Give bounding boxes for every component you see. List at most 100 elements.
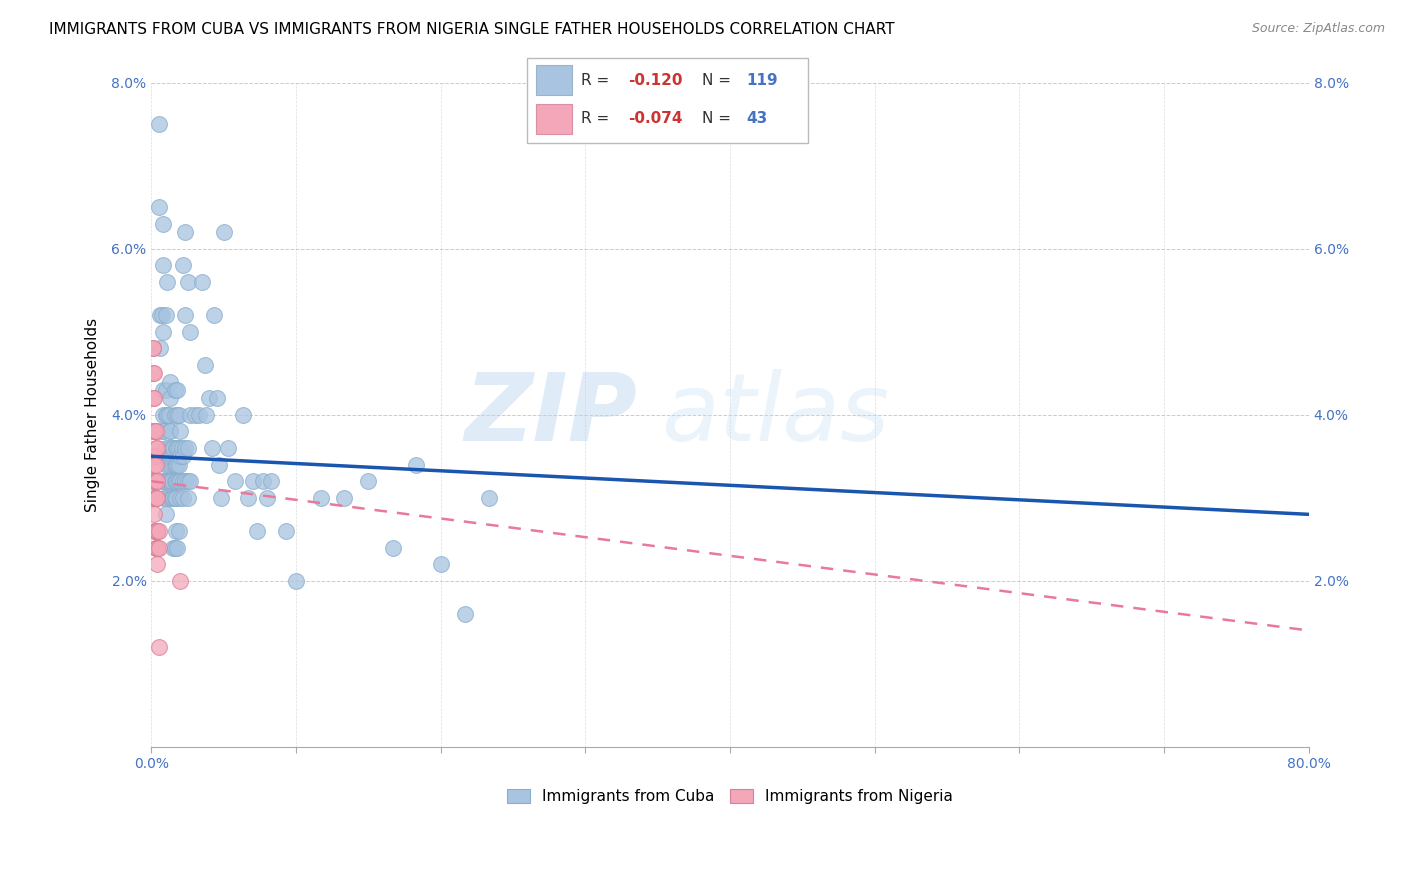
Point	[159, 425, 181, 439]
Text: N =: N =	[702, 72, 735, 87]
Point	[202, 308, 225, 322]
Point	[477, 491, 499, 505]
Point	[146, 441, 169, 455]
Point	[143, 425, 166, 439]
Point	[148, 541, 170, 555]
Point	[152, 383, 174, 397]
Point	[145, 491, 167, 505]
Point	[429, 557, 451, 571]
Point	[242, 474, 264, 488]
Point	[179, 325, 201, 339]
Point	[256, 491, 278, 505]
Point	[163, 541, 186, 555]
Point	[152, 259, 174, 273]
Point	[165, 491, 187, 505]
Point	[357, 474, 380, 488]
Point	[143, 367, 166, 381]
Point	[143, 491, 166, 505]
Point	[173, 474, 195, 488]
Point	[157, 474, 180, 488]
Point	[159, 474, 181, 488]
Text: -0.120: -0.120	[628, 72, 683, 87]
Point	[285, 574, 308, 588]
Point	[166, 441, 188, 455]
Point	[201, 441, 224, 455]
Point	[173, 225, 195, 239]
Point	[156, 458, 179, 472]
Point	[145, 458, 167, 472]
Point	[146, 425, 169, 439]
Point	[382, 541, 405, 555]
Point	[142, 450, 165, 464]
Point	[167, 474, 190, 488]
Point	[163, 408, 186, 422]
Point	[212, 225, 235, 239]
Point	[150, 474, 173, 488]
Point	[155, 474, 177, 488]
Point	[146, 541, 169, 555]
Text: -0.074: -0.074	[628, 112, 683, 127]
Point	[146, 524, 169, 538]
Point	[160, 491, 183, 505]
Point	[146, 541, 169, 555]
Point	[172, 474, 194, 488]
Point	[142, 342, 165, 356]
Point	[198, 391, 221, 405]
Point	[163, 458, 186, 472]
Point	[159, 391, 181, 405]
Point	[162, 491, 184, 505]
Point	[160, 450, 183, 464]
Point	[156, 408, 179, 422]
Point	[333, 491, 356, 505]
Point	[143, 474, 166, 488]
Point	[246, 524, 269, 538]
Point	[145, 491, 167, 505]
Text: atlas: atlas	[661, 369, 889, 460]
Point	[143, 508, 166, 522]
Point	[454, 607, 477, 621]
Point	[143, 458, 166, 472]
Point	[146, 524, 169, 538]
Point	[153, 491, 176, 505]
Point	[309, 491, 332, 505]
Point	[159, 458, 181, 472]
Point	[155, 383, 177, 397]
Point	[143, 474, 166, 488]
Point	[165, 524, 187, 538]
Point	[172, 450, 194, 464]
Point	[179, 408, 201, 422]
Legend: Immigrants from Cuba, Immigrants from Nigeria: Immigrants from Cuba, Immigrants from Ni…	[499, 781, 960, 812]
Point	[152, 408, 174, 422]
Point	[176, 441, 198, 455]
Point	[170, 441, 193, 455]
Point	[184, 408, 207, 422]
Point	[143, 524, 166, 538]
Point	[232, 408, 254, 422]
Text: R =: R =	[581, 72, 614, 87]
Point	[153, 450, 176, 464]
Point	[167, 458, 190, 472]
Point	[176, 275, 198, 289]
Point	[162, 441, 184, 455]
Point	[169, 425, 191, 439]
Point	[238, 491, 260, 505]
Point	[146, 557, 169, 571]
Point	[157, 408, 180, 422]
Point	[143, 450, 166, 464]
Point	[163, 383, 186, 397]
Point	[150, 425, 173, 439]
Point	[167, 524, 190, 538]
Text: ZIP: ZIP	[464, 368, 637, 461]
Point	[159, 474, 181, 488]
Point	[163, 491, 186, 505]
Point	[142, 391, 165, 405]
Text: Source: ZipAtlas.com: Source: ZipAtlas.com	[1251, 22, 1385, 36]
Point	[165, 441, 187, 455]
Point	[145, 524, 167, 538]
Point	[173, 308, 195, 322]
Point	[405, 458, 427, 472]
Point	[153, 425, 176, 439]
Point	[188, 408, 211, 422]
Point	[146, 541, 169, 555]
Point	[172, 491, 194, 505]
